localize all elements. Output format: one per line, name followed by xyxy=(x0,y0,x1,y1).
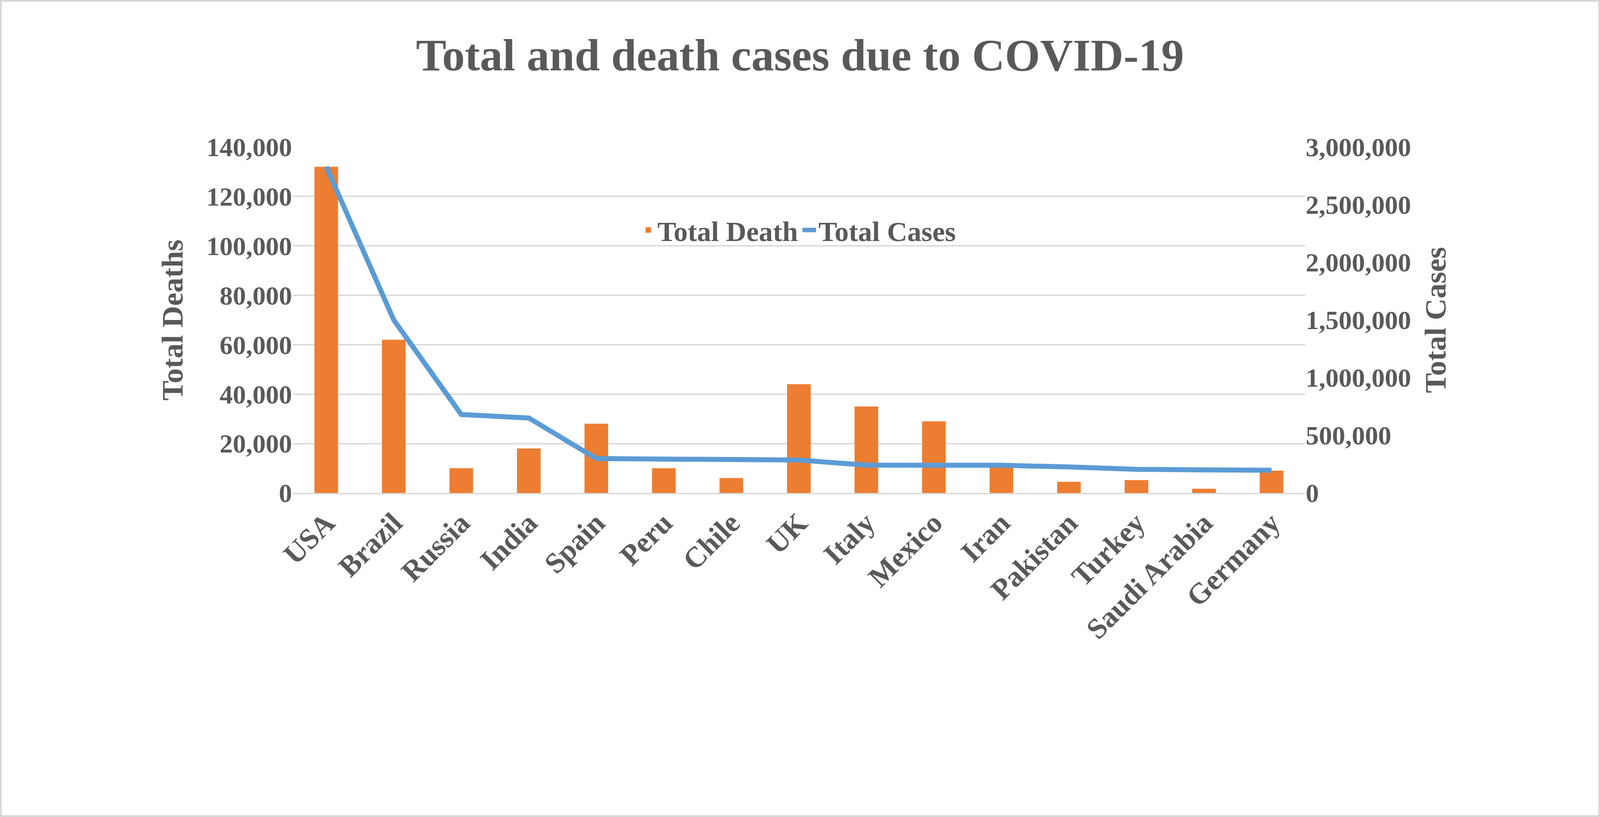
svg-text:Turkey: Turkey xyxy=(1065,506,1151,593)
svg-text:1,500,000: 1,500,000 xyxy=(1305,305,1412,336)
svg-text:Chile: Chile xyxy=(676,506,747,577)
svg-text:100,000: 100,000 xyxy=(206,231,293,262)
svg-text:Russia: Russia xyxy=(395,506,476,588)
svg-text:India: India xyxy=(474,506,544,577)
svg-text:2,500,000: 2,500,000 xyxy=(1305,190,1412,220)
svg-text:Germany: Germany xyxy=(1179,506,1287,614)
svg-text:120,000: 120,000 xyxy=(206,182,293,212)
svg-text:80,000: 80,000 xyxy=(219,281,293,311)
svg-text:Total Death: Total Death xyxy=(657,216,798,248)
svg-text:Brazil: Brazil xyxy=(331,506,409,584)
svg-text:0: 0 xyxy=(1305,478,1319,509)
svg-text:0: 0 xyxy=(278,478,293,509)
svg-text:Total and death cases due to C: Total and death cases due to COVID-19 xyxy=(416,29,1184,81)
svg-text:Spain: Spain xyxy=(538,506,612,580)
svg-text:Iran: Iran xyxy=(954,506,1017,569)
svg-text:Mexico: Mexico xyxy=(861,506,949,594)
svg-text:UK: UK xyxy=(759,506,814,561)
svg-text:Total Cases: Total Cases xyxy=(1418,247,1452,394)
svg-text:2,000,000: 2,000,000 xyxy=(1305,247,1412,278)
svg-text:500,000: 500,000 xyxy=(1305,421,1392,451)
svg-text:40,000: 40,000 xyxy=(219,380,293,410)
svg-text:20,000: 20,000 xyxy=(219,429,293,459)
svg-text:Pakistan: Pakistan xyxy=(984,506,1085,607)
svg-text:Peru: Peru xyxy=(613,506,679,572)
svg-text:1,000,000: 1,000,000 xyxy=(1305,363,1412,393)
svg-text:Total Cases: Total Cases xyxy=(818,216,957,248)
svg-text:Italy: Italy xyxy=(817,506,882,571)
svg-text:140,000: 140,000 xyxy=(206,132,293,163)
svg-text:Saudi Arabia: Saudi Arabia xyxy=(1079,506,1219,646)
svg-text:60,000: 60,000 xyxy=(219,330,293,361)
svg-text:Total Deaths: Total Deaths xyxy=(155,239,189,401)
svg-text:3,000,000: 3,000,000 xyxy=(1305,132,1412,163)
svg-text:USA: USA xyxy=(277,506,342,571)
